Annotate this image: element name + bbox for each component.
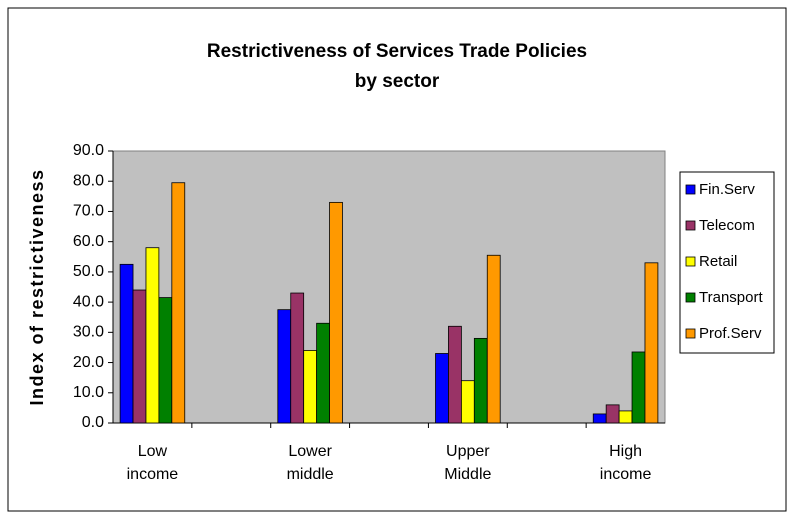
legend-swatch: [685, 220, 696, 231]
bar: [303, 350, 318, 424]
bar: [644, 262, 659, 424]
plot-area: [112, 150, 666, 424]
chart-title: Restrictiveness of Services Trade Polici…: [207, 41, 587, 62]
legend-box: [679, 171, 775, 354]
legend-swatch: [685, 184, 696, 195]
legend-label: Prof.Serv: [699, 325, 762, 342]
y-tick-label: 40.0: [73, 293, 104, 310]
y-tick-label: 50.0: [73, 263, 104, 280]
bar: [592, 413, 607, 424]
chart-subtitle: by sector: [355, 71, 440, 92]
y-tick-label: 30.0: [73, 324, 104, 341]
y-tick-label: 80.0: [73, 172, 104, 189]
bar: [171, 182, 186, 424]
legend-label: Transport: [699, 289, 763, 306]
bar: [473, 337, 488, 424]
bar: [448, 325, 462, 424]
x-tick-label: Low income: [126, 443, 179, 483]
y-axis-label: Index of restrictiveness: [27, 168, 47, 405]
x-tick-label: Lower middle: [286, 443, 334, 483]
bar: [316, 322, 330, 424]
bar: [158, 297, 173, 424]
y-tick-label: 60.0: [73, 233, 104, 250]
bar: [486, 254, 501, 424]
bar: [329, 201, 343, 424]
legend-label: Telecom: [699, 217, 755, 234]
bar: [631, 351, 646, 424]
legend-label: Fin.Serv: [699, 181, 755, 198]
y-tick-label: 70.0: [73, 203, 104, 220]
y-tick-label: 90.0: [73, 142, 104, 159]
legend-swatch: [685, 328, 696, 339]
bar: [132, 289, 147, 424]
bar: [290, 292, 305, 424]
legend-swatch: [685, 292, 696, 303]
x-tick-label: Upper Middle: [444, 443, 492, 483]
y-tick-label: 10.0: [73, 384, 104, 401]
y-tick-label: 20.0: [73, 354, 104, 371]
bar: [435, 353, 449, 424]
legend-swatch: [685, 256, 696, 267]
bar: [119, 263, 134, 424]
bar: [618, 410, 633, 424]
bar: [460, 380, 475, 424]
y-tick-label: 0.0: [82, 414, 104, 431]
bar: [145, 247, 160, 424]
legend-label: Retail: [699, 253, 737, 270]
bar: [277, 309, 292, 424]
bar: [605, 404, 620, 424]
x-tick-label: High income: [599, 443, 652, 483]
